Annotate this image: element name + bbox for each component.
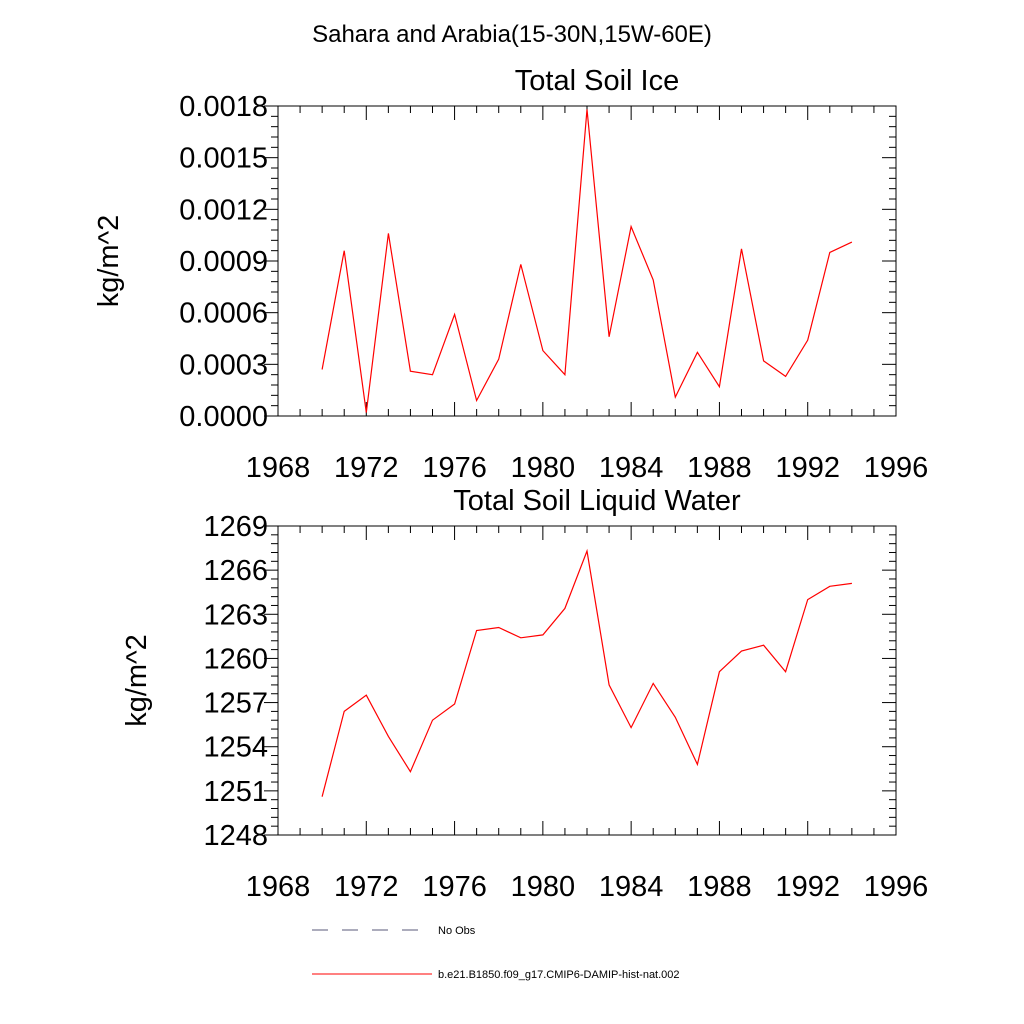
- chart-title: Total Soil Ice: [515, 65, 679, 97]
- y-tick-label: 1248: [203, 820, 268, 852]
- x-tick-label: 1968: [246, 452, 311, 484]
- x-tick-label: 1996: [864, 871, 929, 903]
- y-tick-label: 0.0006: [179, 298, 268, 330]
- x-tick-label: 1980: [511, 871, 576, 903]
- x-tick-label: 1984: [599, 871, 664, 903]
- chart-total-soil-ice: Total Soil Ice 1968 1972 1976 1980 1984 1988 19…: [93, 65, 928, 484]
- x-tick-label: 1972: [334, 871, 399, 903]
- y-tick-label: 1266: [203, 555, 268, 587]
- legend: No Obs b.e21.B1850.f09_g17.CMIP6-DAMIP-h…: [312, 925, 680, 981]
- y-tick-label: 1251: [203, 776, 268, 808]
- y-tick-label: 0.0012: [179, 194, 268, 226]
- y-tick-label: 0.0018: [179, 91, 268, 123]
- x-tick-label: 1988: [687, 871, 752, 903]
- y-tick-label: 0.0009: [179, 246, 268, 278]
- x-tick-label: 1972: [334, 452, 399, 484]
- series-line-0: [321, 548, 852, 797]
- y-tick-label: 1263: [203, 599, 268, 631]
- series-line-0: [321, 109, 853, 413]
- y-tick-label: 1257: [203, 688, 268, 720]
- y-tick-label: 0.0000: [179, 401, 268, 433]
- y-tick-label: 0.0003: [179, 349, 268, 381]
- x-tick-label: 1988: [687, 452, 752, 484]
- y-tick-label: 1269: [203, 511, 268, 543]
- chart-title: Total Soil Liquid Water: [453, 485, 741, 517]
- plot-frame: [277, 525, 897, 836]
- figure-title: Sahara and Arabia(15-30N,15W-60E): [312, 21, 712, 48]
- x-tick-label: 1992: [775, 452, 840, 484]
- x-tick-label: 1984: [599, 452, 664, 484]
- legend-entry-no-obs: No Obs: [312, 925, 476, 937]
- legend-entry-model-run: b.e21.B1850.f09_g17.CMIP6-DAMIP-hist-nat…: [312, 969, 680, 981]
- y-axis-label: kg/m^2: [93, 215, 125, 308]
- legend-label: b.e21.B1850.f09_g17.CMIP6-DAMIP-hist-nat…: [438, 969, 680, 981]
- y-tick-label: 1260: [203, 643, 268, 675]
- x-tick-label: 1976: [422, 871, 487, 903]
- x-tick-label: 1980: [511, 452, 576, 484]
- x-tick-label: 1996: [864, 452, 929, 484]
- x-tick-label: 1992: [775, 871, 840, 903]
- chart-total-soil-liquid-water: Total Soil Liquid Water 1968 1972 1976 1980 1…: [121, 485, 928, 903]
- x-tick-label: 1968: [246, 871, 311, 903]
- y-tick-label: 1254: [203, 732, 268, 764]
- legend-label: No Obs: [438, 925, 476, 937]
- x-tick-label: 1976: [422, 452, 487, 484]
- y-axis-label: kg/m^2: [121, 634, 153, 727]
- plot-frame: [277, 105, 897, 417]
- y-tick-label: 0.0015: [179, 143, 268, 175]
